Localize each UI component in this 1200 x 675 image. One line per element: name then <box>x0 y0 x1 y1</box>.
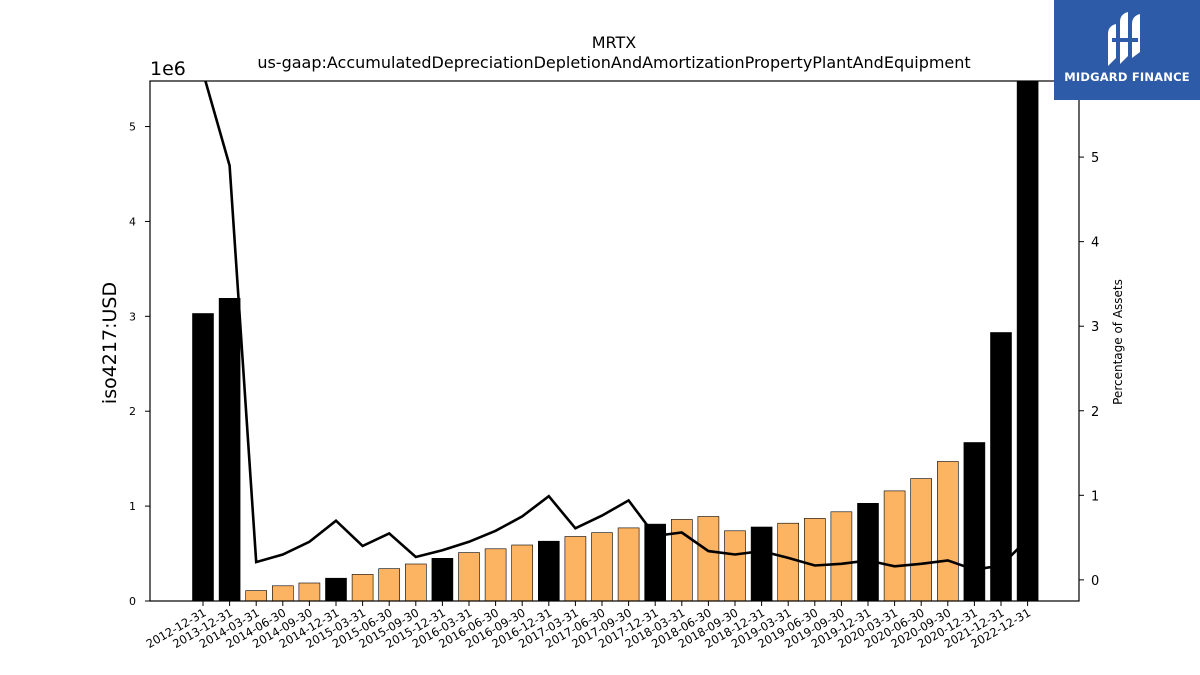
series-line <box>204 81 1029 572</box>
bar <box>724 530 746 602</box>
y-tick-label: 2 <box>129 405 136 418</box>
bar <box>245 590 267 602</box>
bar <box>963 442 986 602</box>
logo-mark-icon <box>1108 12 1140 66</box>
left-axis: 0 1 2 3 4 5 <box>129 121 150 608</box>
y2-tick-label: 1 <box>1091 489 1099 504</box>
bar <box>697 516 720 602</box>
chart-subtitle: us-gaap:AccumulatedDepreciationDepletion… <box>257 53 970 72</box>
bar <box>990 332 1012 602</box>
y-tick-label: 4 <box>129 215 136 228</box>
bar <box>458 552 480 602</box>
line-group <box>204 81 1029 572</box>
y2-tick-label: 3 <box>1091 320 1099 335</box>
y2-tick-label: 5 <box>1091 151 1099 166</box>
bar <box>537 540 560 602</box>
bar <box>591 532 613 602</box>
chart-title: MRTX <box>592 33 637 52</box>
bar <box>883 490 906 602</box>
bar <box>351 574 374 602</box>
bar <box>192 313 214 602</box>
right-axis: 0 1 2 3 4 5 <box>1079 151 1099 589</box>
y-offset-label: 1e6 <box>150 58 186 80</box>
bar <box>803 518 826 602</box>
bar <box>857 502 879 602</box>
bar <box>910 478 933 602</box>
bar <box>218 297 241 602</box>
bar <box>750 526 773 602</box>
bar <box>404 563 427 602</box>
y2-tick-label: 4 <box>1091 236 1099 251</box>
bar <box>777 522 800 602</box>
bar <box>298 582 321 602</box>
bar <box>511 544 534 602</box>
bar <box>431 557 454 602</box>
bar <box>484 548 507 602</box>
plot-frame <box>149 80 1080 602</box>
y-axis-label: iso4217:USD <box>99 282 121 404</box>
bar <box>271 585 294 602</box>
bar <box>830 511 853 602</box>
y-tick-label: 0 <box>129 595 136 608</box>
y2-tick-label: 2 <box>1091 405 1099 420</box>
y2-axis-label: Percentage of Assets <box>1111 279 1125 405</box>
bar <box>936 461 959 602</box>
logo-text: MIDGARD FINANCE <box>1064 70 1190 84</box>
y-tick-label: 3 <box>129 310 136 323</box>
bar <box>325 577 347 602</box>
bar <box>564 536 587 602</box>
bar <box>378 568 401 602</box>
y2-tick-label: 0 <box>1091 574 1099 589</box>
y-tick-label: 1 <box>129 500 136 513</box>
bars-group <box>192 80 1039 602</box>
bar <box>617 527 640 602</box>
bar <box>1016 80 1039 602</box>
y-tick-label: 5 <box>129 121 136 134</box>
midgard-finance-logo: MIDGARD FINANCE <box>1054 0 1200 100</box>
x-axis: 2012-12-312013-12-312014-03-312014-06-30… <box>144 601 1033 651</box>
